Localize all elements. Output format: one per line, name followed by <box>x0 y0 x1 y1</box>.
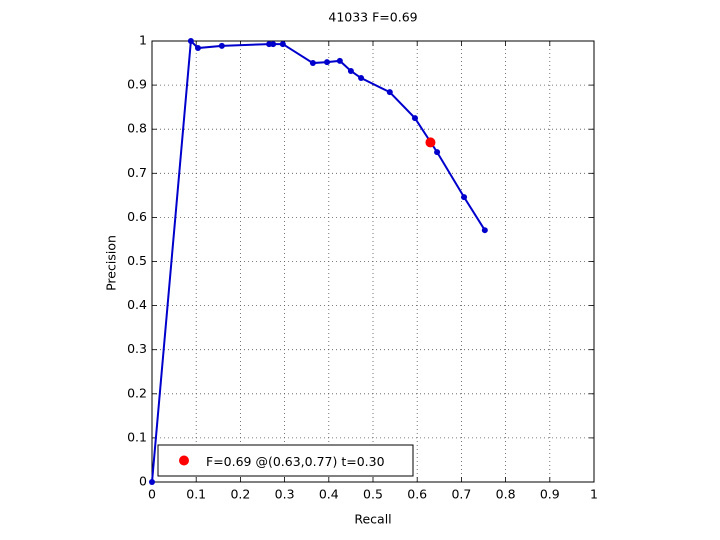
chart-title: 41033 F=0.69 <box>328 10 417 25</box>
y-axis-label: Precision <box>104 235 119 291</box>
x-tick-label: 0.8 <box>496 487 516 502</box>
best-point <box>425 137 436 148</box>
y-tick-label: 0.6 <box>127 209 147 224</box>
plot-frame <box>151 40 595 483</box>
data-point <box>358 75 365 82</box>
x-tick-label: 0.2 <box>230 487 250 502</box>
y-tick-label: 0.4 <box>127 297 147 312</box>
x-tick-label: 0.9 <box>540 487 560 502</box>
x-tick-label: 0.6 <box>407 487 427 502</box>
y-tick-label: 1 <box>139 33 147 48</box>
data-point <box>461 194 468 201</box>
data-point <box>270 41 277 48</box>
x-tick-label: 0.1 <box>186 487 206 502</box>
data-point <box>347 67 354 74</box>
legend-label: F=0.69 @(0.63,0.77) t=0.30 <box>206 454 385 469</box>
y-tick-label: 0.3 <box>127 341 147 356</box>
x-tick-label: 0 <box>148 487 156 502</box>
data-point <box>336 57 343 64</box>
legend-marker <box>179 455 189 466</box>
data-point <box>411 115 418 122</box>
data-point <box>386 89 393 96</box>
y-tick-label: 0.8 <box>127 121 147 136</box>
y-tick-label: 0 <box>139 474 147 489</box>
data-point <box>481 227 488 234</box>
x-tick-label: 0.4 <box>319 487 339 502</box>
data-point <box>218 42 225 49</box>
y-tick-label: 0.1 <box>127 429 147 444</box>
x-tick-label: 0.5 <box>363 487 383 502</box>
x-axis-label: Recall <box>354 512 391 527</box>
x-tick-label: 0.7 <box>451 487 471 502</box>
data-point <box>279 41 286 48</box>
data-point <box>149 479 155 485</box>
data-point <box>194 45 201 52</box>
data-point <box>187 38 194 44</box>
data-point <box>434 149 441 156</box>
y-tick-label: 0.5 <box>127 253 147 268</box>
x-tick-label: 1 <box>590 487 598 502</box>
y-tick-label: 0.7 <box>127 165 147 180</box>
y-tick-label: 0.2 <box>127 385 147 400</box>
data-point <box>309 60 316 67</box>
legend-box <box>157 444 414 477</box>
y-tick-label: 0.9 <box>127 77 147 92</box>
data-point <box>324 59 331 66</box>
x-tick-label: 0.3 <box>275 487 295 502</box>
